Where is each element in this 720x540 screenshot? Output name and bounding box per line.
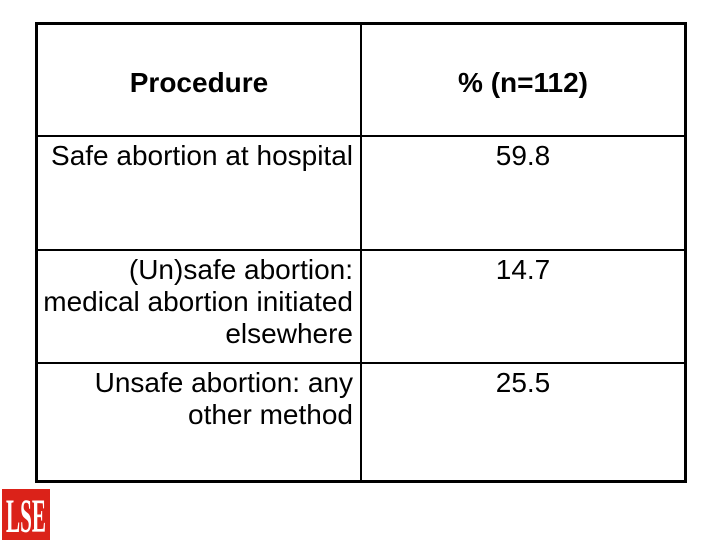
table-row-1-procedure: Safe abortion at hospital <box>38 137 362 251</box>
lse-logo-graphic: LSE <box>2 489 50 540</box>
table-row-3-procedure: Unsafe abortion: any other method <box>38 364 362 480</box>
table-row-2-value: 14.7 <box>362 251 684 364</box>
table-row-2-procedure: (Un)safe abortion: medical abortion init… <box>38 251 362 364</box>
lse-logo: LSE <box>2 489 50 540</box>
table-header-percent: % (n=112) <box>362 25 684 137</box>
lse-logo-background <box>2 489 50 540</box>
table-row-1-value: 59.8 <box>362 137 684 251</box>
table-header-procedure: Procedure <box>38 25 362 137</box>
lse-logo-text: LSE <box>6 490 46 540</box>
header-percent-label: % (n=112) <box>458 67 588 98</box>
data-table: Procedure % (n=112) Safe abortion at hos… <box>35 22 687 483</box>
header-procedure-label: Procedure <box>129 67 269 98</box>
table-row-3-value: 25.5 <box>495 367 551 398</box>
